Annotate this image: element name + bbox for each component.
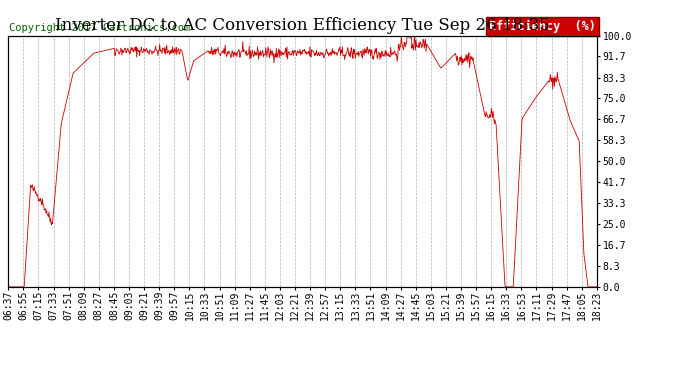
Text: Copyright 2017 Cartronics.com: Copyright 2017 Cartronics.com: [10, 23, 190, 33]
Text: Efficiency  (%): Efficiency (%): [489, 20, 595, 33]
Title: Inverter DC to AC Conversion Efficiency Tue Sep 26 18:35: Inverter DC to AC Conversion Efficiency …: [55, 17, 550, 34]
